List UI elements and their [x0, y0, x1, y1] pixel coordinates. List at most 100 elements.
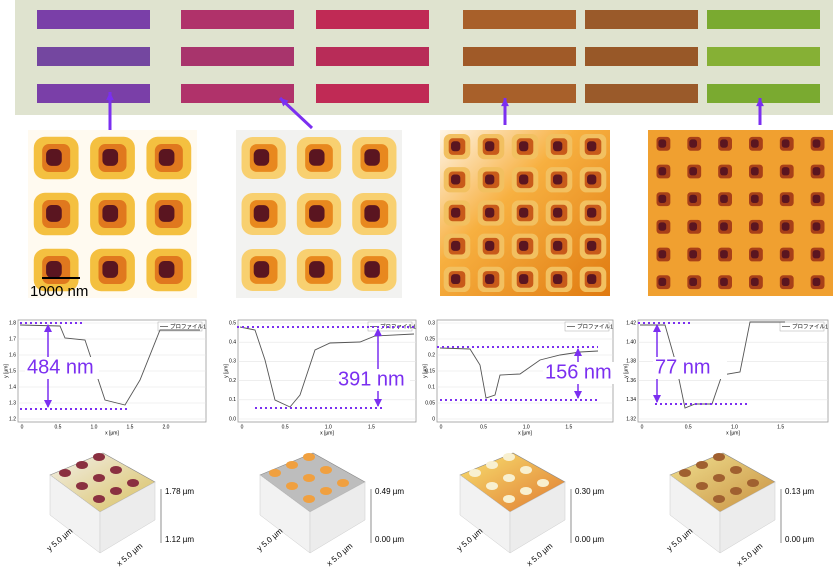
y-tick-label: 0.05 — [425, 400, 435, 406]
y-tick-label: 1.36 — [626, 378, 636, 384]
legend-box — [564, 321, 610, 332]
afm-hole-core — [158, 149, 175, 166]
arrow-head — [574, 391, 582, 399]
y-tick-label: 0.25 — [425, 336, 435, 342]
x-tick-label: 0.5 — [55, 424, 62, 430]
surface-side — [99, 481, 156, 554]
surface-pit — [520, 466, 532, 474]
color-bar — [37, 47, 150, 66]
y-tick-label: 1.2 — [9, 416, 16, 422]
y-tick-label: 0.3 — [229, 359, 236, 365]
afm-hole-core — [553, 274, 563, 285]
y-tick-label: 1.42 — [626, 320, 636, 326]
afm-hole-core — [102, 149, 119, 166]
z-top-label: 0.13 µm — [785, 487, 814, 496]
afm-hole-core — [750, 194, 759, 204]
afm-hole-core — [720, 222, 728, 231]
afm-hole-core — [451, 174, 461, 185]
profile-line — [439, 347, 599, 399]
afm-hole-core — [553, 174, 563, 185]
y-tick-label: 1.38 — [626, 359, 636, 365]
profile-line — [640, 321, 785, 409]
afm-hole-core — [485, 274, 495, 285]
afm-hole-core — [720, 250, 728, 259]
z-top-label: 0.30 µm — [575, 487, 604, 496]
depth-label: 484 nm — [27, 356, 94, 378]
color-bar — [707, 47, 820, 66]
afm-hole-core — [485, 207, 495, 218]
afm-hole-core — [781, 167, 790, 176]
x-tick-label: 0 — [440, 424, 443, 430]
y-tick-label: 0.5 — [229, 320, 236, 326]
afm-hole-core — [46, 261, 62, 278]
color-bar — [316, 47, 429, 66]
afm-hole-core — [253, 149, 270, 166]
surface-pit — [486, 482, 498, 490]
afm-hole-core — [364, 261, 380, 278]
surface-pit — [76, 461, 88, 469]
z-bottom-label: 0.00 µm — [375, 535, 404, 544]
afm-hole-core — [102, 261, 119, 278]
afm-hole-core — [519, 240, 529, 251]
surface-pit — [696, 482, 708, 490]
x-tick-label: 0.5 — [685, 424, 692, 430]
afm-hole-core — [46, 205, 62, 222]
surface-pit — [713, 474, 725, 482]
depth-label-bg — [336, 369, 410, 391]
afm-hole-core — [309, 261, 325, 278]
afm-hole-core — [781, 250, 790, 259]
z-bottom-label: 0.00 µm — [785, 535, 814, 544]
profile-line — [239, 326, 415, 408]
surface-pit — [93, 495, 105, 503]
afm-hole-core — [364, 149, 380, 166]
x-axis-label: x 5.0 µm — [735, 541, 765, 568]
y-axis-label: y [µm] — [422, 364, 428, 378]
x-tick-label: 1.5 — [368, 424, 375, 430]
y-axis-label: y 5.0 µm — [45, 526, 75, 553]
afm-hole-core — [658, 167, 667, 176]
x-axis-label: x 5.0 µm — [525, 541, 555, 568]
afm-hole-core — [812, 139, 821, 148]
color-bar — [463, 10, 576, 29]
afm-hole-core — [309, 149, 325, 166]
x-tick-label: 1.0 — [523, 424, 530, 430]
surface-pit — [286, 461, 298, 469]
legend-box — [157, 321, 203, 332]
arrow-head — [106, 92, 114, 101]
depth-label: 156 nm — [545, 361, 612, 383]
x-tick-label: 1.0 — [325, 424, 332, 430]
y-axis-label: y [µm] — [223, 364, 229, 378]
y-tick-label: 1.34 — [626, 397, 636, 403]
afm-hole-core — [519, 207, 529, 218]
afm-hole-core — [689, 167, 698, 176]
afm-hole-core — [587, 141, 597, 152]
x-tick-label: 1.5 — [126, 424, 133, 430]
depth-label-bg — [543, 362, 617, 384]
afm-hole-core — [553, 141, 563, 152]
afm-hole-core — [689, 277, 698, 287]
afm-hole-core — [750, 250, 759, 259]
afm-hole-core — [253, 205, 270, 222]
arrow-head — [653, 324, 661, 332]
surface-pit — [303, 453, 315, 461]
surface-pit — [503, 474, 515, 482]
depth-label: 77 nm — [655, 356, 711, 378]
x-tick-label: 2.0 — [162, 424, 169, 430]
color-bar — [463, 84, 576, 103]
afm-hole-core — [46, 149, 62, 166]
arrow-head — [501, 98, 509, 107]
x-tick-label: 0 — [21, 424, 24, 430]
surface-pit — [93, 474, 105, 482]
afm-hole-core — [485, 141, 495, 152]
depth-label-bg — [25, 357, 99, 379]
color-bar — [316, 10, 429, 29]
x-tick-label: 1.0 — [90, 424, 97, 430]
afm-hole-core — [658, 250, 667, 259]
afm-hole-core — [689, 250, 698, 259]
afm-hole-core — [553, 240, 563, 251]
afm-hole-core — [720, 139, 728, 148]
x-axis-label: x 5.0 µm — [325, 541, 355, 568]
legend-label: プロファイル1 — [170, 323, 206, 330]
y-axis-label: y 5.0 µm — [255, 526, 285, 553]
surface-side — [309, 481, 366, 554]
